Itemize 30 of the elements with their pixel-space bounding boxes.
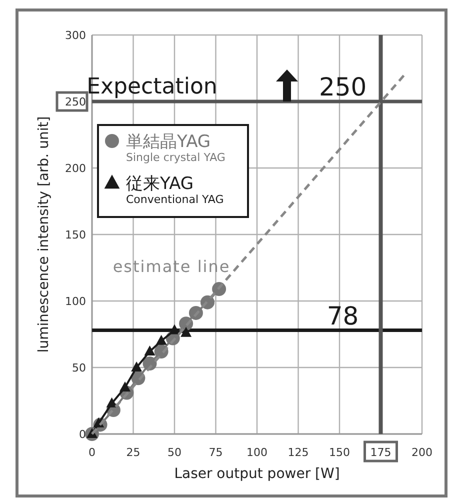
point [131,362,142,372]
y-tick-label: 200 [65,162,86,175]
x-tick-label: 150 [329,446,350,459]
x-axis-title: Laser output power [W] [174,466,340,482]
point [120,381,130,392]
x-tick-label: 75 [208,446,223,459]
y-tick-label: 50 [72,362,86,374]
point [106,397,118,408]
x-tick-label: 25 [126,446,140,459]
x-tick-label: 50 [168,446,182,459]
x-tick-label: 125 [288,446,309,459]
x-tick-label: 100 [246,446,268,459]
annotation: Expectation [86,74,218,100]
y-tick-label: 150 [65,228,86,242]
y-axis-title: luminescence intensity [arb. unit] [36,116,52,353]
point [144,346,156,356]
x-tick-label: 200 [412,446,432,459]
y-tick-label: 0 [79,428,86,441]
point [169,324,180,334]
x-tick-label: 0 [88,446,96,459]
ref-line-label: 78 [326,301,359,330]
ref-line-label: 250 [318,72,367,102]
point [156,334,167,345]
legend-label: 従来YAG Conventional YAG [126,174,224,206]
x-tick-label: 175 [370,446,392,459]
y-tick-label: 100 [65,295,86,308]
y-tick-label: 250 [65,96,86,108]
point [180,326,192,337]
legend-label: 単結晶YAG Single crystal YAG [126,132,226,164]
y-tick-label: 300 [65,29,86,42]
